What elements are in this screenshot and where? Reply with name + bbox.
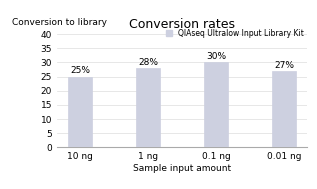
Bar <box>204 62 228 147</box>
Text: 28%: 28% <box>138 58 158 67</box>
Text: 27%: 27% <box>274 61 294 70</box>
Legend: QIAseq Ultralow Input Library Kit: QIAseq Ultralow Input Library Kit <box>165 29 304 38</box>
Text: 30%: 30% <box>206 52 226 61</box>
Text: Conversion to library: Conversion to library <box>12 18 107 27</box>
Title: Conversion rates: Conversion rates <box>129 19 235 31</box>
Bar <box>272 71 296 147</box>
Bar <box>68 77 92 147</box>
X-axis label: Sample input amount: Sample input amount <box>133 164 231 173</box>
Bar <box>136 68 160 147</box>
Text: 25%: 25% <box>70 66 90 75</box>
